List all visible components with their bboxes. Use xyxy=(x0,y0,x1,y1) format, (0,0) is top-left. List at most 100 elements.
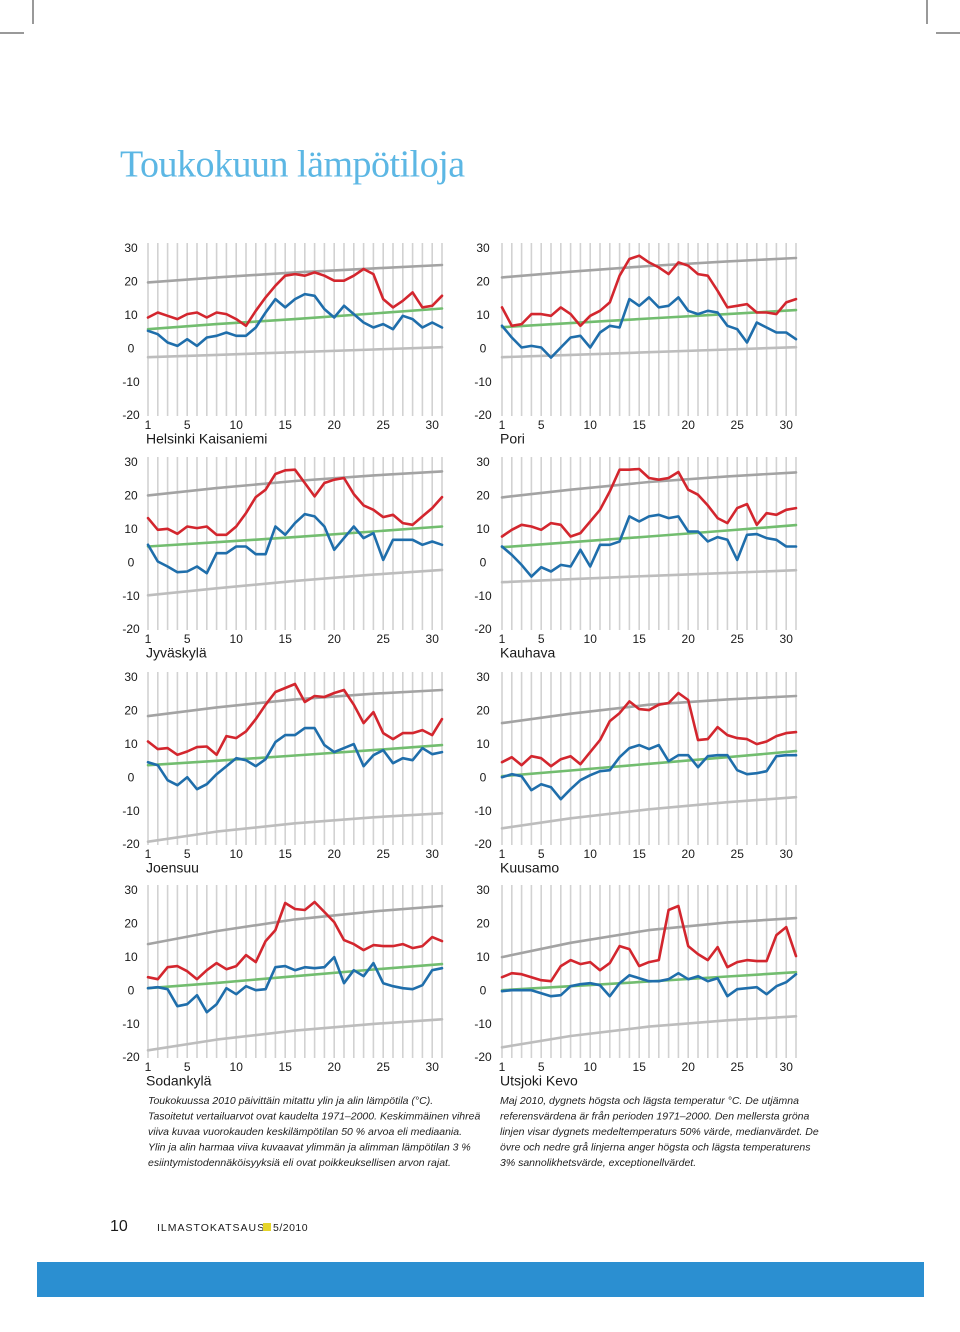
y-tick-label: 0 xyxy=(480,983,487,997)
x-tick-label: 15 xyxy=(279,847,293,861)
series-line xyxy=(146,267,444,328)
series-line xyxy=(500,256,798,279)
chart-title: Utsjoki Kevo xyxy=(500,1073,578,1089)
x-tick-label: 5 xyxy=(538,632,545,646)
x-tick-label: 20 xyxy=(682,847,696,861)
caption-line: linjen visar dygnets medeltemperaturs 50… xyxy=(500,1126,819,1138)
x-tick-label: 5 xyxy=(184,418,191,432)
series-line xyxy=(500,568,798,584)
y-tick-label: 30 xyxy=(476,670,490,684)
x-tick-label: 1 xyxy=(145,1060,152,1074)
y-tick-label: 0 xyxy=(128,555,135,569)
y-tick-label: -20 xyxy=(474,408,492,422)
x-tick-label: 1 xyxy=(499,847,506,861)
y-tick-label: -20 xyxy=(474,622,492,636)
chart-title: Kuusamo xyxy=(500,860,559,876)
footer-square xyxy=(263,1223,271,1231)
caption-line: Tasoitetut vertailuarvot ovat kaudelta 1… xyxy=(148,1110,480,1122)
y-tick-label: -10 xyxy=(122,375,140,389)
series-line xyxy=(146,470,444,497)
x-tick-label: 20 xyxy=(682,418,696,432)
y-tick-label: 10 xyxy=(124,737,138,751)
x-tick-label: 10 xyxy=(584,632,598,646)
y-tick-label: -10 xyxy=(474,1017,492,1031)
series-line xyxy=(146,688,444,718)
series-line xyxy=(146,955,444,1014)
x-tick-label: 20 xyxy=(328,418,342,432)
y-tick-label: -20 xyxy=(122,408,140,422)
caption-line: esiintymistodennäköisyyksiä eli ovat poi… xyxy=(148,1157,451,1169)
y-tick-label: 20 xyxy=(124,489,138,503)
x-tick-label: 5 xyxy=(538,418,545,432)
chart-title: Joensuu xyxy=(146,860,199,876)
x-tick-label: 30 xyxy=(780,418,794,432)
y-tick-label: 0 xyxy=(480,770,487,784)
series-line xyxy=(500,916,798,959)
x-tick-label: 10 xyxy=(584,1060,598,1074)
y-tick-label: 0 xyxy=(480,555,487,569)
y-tick-label: 30 xyxy=(476,455,490,469)
chart-title: Sodankylä xyxy=(146,1073,212,1089)
series-line xyxy=(146,900,444,981)
x-tick-label: 25 xyxy=(731,1060,745,1074)
series-line xyxy=(146,812,444,843)
chart-title: Jyväskylä xyxy=(146,645,207,661)
series-line xyxy=(500,904,798,983)
series-line xyxy=(500,743,798,801)
x-tick-label: 15 xyxy=(279,632,293,646)
x-tick-label: 5 xyxy=(184,632,191,646)
y-tick-label: -10 xyxy=(474,589,492,603)
y-tick-label: 30 xyxy=(124,455,138,469)
series-line xyxy=(146,904,444,946)
x-tick-label: 1 xyxy=(499,418,506,432)
y-tick-label: 0 xyxy=(128,983,135,997)
x-tick-label: 25 xyxy=(377,418,391,432)
x-tick-label: 30 xyxy=(780,1060,794,1074)
y-tick-label: 0 xyxy=(480,341,487,355)
y-tick-label: 0 xyxy=(128,341,135,355)
x-tick-label: 30 xyxy=(780,847,794,861)
y-tick-label: 20 xyxy=(124,275,138,289)
caption-line: övre och nedre grå linjerna anger högsta… xyxy=(500,1142,811,1154)
y-tick-label: 10 xyxy=(476,308,490,322)
x-tick-label: 1 xyxy=(145,632,152,646)
y-tick-label: 10 xyxy=(124,950,138,964)
series-line xyxy=(500,691,798,768)
y-tick-label: -10 xyxy=(122,804,140,818)
x-tick-label: 20 xyxy=(682,1060,696,1074)
x-tick-label: 20 xyxy=(328,847,342,861)
x-tick-label: 30 xyxy=(426,847,440,861)
caption-line: viiva kuvaa vuorokauden keskilämpötilan … xyxy=(148,1126,462,1138)
caption-line: Ylin ja alin harmaa viiva kuvaavat ylimm… xyxy=(148,1142,471,1154)
y-tick-label: -20 xyxy=(122,622,140,636)
x-tick-label: 10 xyxy=(230,1060,244,1074)
chart-title: Kauhava xyxy=(500,645,555,661)
y-tick-label: 30 xyxy=(124,883,138,897)
series-line xyxy=(500,971,798,998)
series-line xyxy=(500,694,798,725)
series-line xyxy=(146,468,444,537)
x-tick-label: 1 xyxy=(499,1060,506,1074)
x-tick-label: 20 xyxy=(682,632,696,646)
x-tick-label: 15 xyxy=(633,418,647,432)
series-line xyxy=(500,749,798,778)
series-line xyxy=(146,345,444,359)
y-tick-label: -20 xyxy=(122,837,140,851)
x-tick-label: 30 xyxy=(780,632,794,646)
x-tick-label: 25 xyxy=(377,632,391,646)
caption-line: Toukokuussa 2010 päivittäin mitattu ylin… xyxy=(148,1095,433,1107)
y-tick-label: 30 xyxy=(476,241,490,255)
x-tick-label: 1 xyxy=(145,847,152,861)
series-line xyxy=(500,254,798,328)
series-line xyxy=(146,726,444,791)
x-tick-label: 20 xyxy=(328,1060,342,1074)
x-tick-label: 5 xyxy=(538,1060,545,1074)
series-line xyxy=(146,682,444,757)
series-line xyxy=(500,523,798,549)
captions: Toukokuussa 2010 päivittäin mitattu ylin… xyxy=(148,1095,819,1169)
x-tick-label: 5 xyxy=(184,847,191,861)
